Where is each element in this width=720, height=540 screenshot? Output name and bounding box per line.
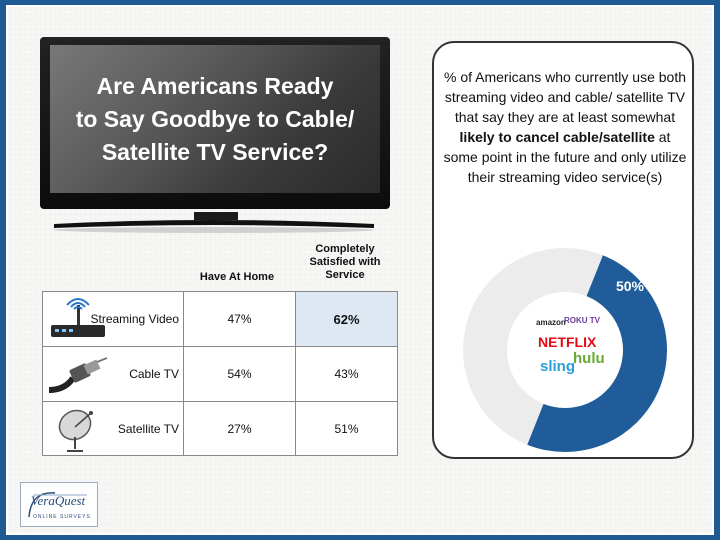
card-text-part: % of Americans who currently use both st… [443,69,686,125]
card-description: % of Americans who currently use both st… [442,67,688,187]
donut-chart: 50% amazon ROKU TV NETFLIX sling hulu [463,248,667,452]
brand-hulu: hulu [573,350,605,367]
brand-amazon: amazon [536,318,566,327]
table-row: Satellite TV 27% 51% [43,402,397,457]
donut-hole [507,292,623,408]
column-header-line: Completely [315,243,375,255]
cell-satisfied: 62% [295,292,397,346]
veraquest-logo: VeraQuest ONLINE SURVEYS [20,482,98,527]
router-icon [51,298,105,337]
brand-roku: ROKU TV [564,316,601,325]
infographic-page: Are Americans Ready to Say Goodbye to Ca… [6,5,714,535]
table-row: Cable TV 54% 43% [43,347,397,402]
stat-card: % of Americans who currently use both st… [432,41,694,459]
satellite-dish-icon [58,409,93,452]
column-header-satisfied: Completely Satisfied with Service [294,243,396,282]
row-label: Satellite TV [117,422,179,436]
tv-frame: Are Americans Ready to Say Goodbye to Ca… [40,37,390,209]
brand-sling: sling [540,358,575,375]
comparison-table: Streaming Video 47% 62% Cable TV 54% 43% [42,291,398,456]
column-header-line: Satisfied with [309,256,381,268]
title-line-1: Are Americans Ready [96,72,334,99]
cell-have-at-home: 54% [183,347,295,401]
tv-screen: Are Americans Ready to Say Goodbye to Ca… [50,45,380,193]
column-header-line: Service [325,269,365,281]
logo-swoosh-icon [28,492,87,518]
brand-netflix: NETFLIX [538,334,597,350]
logo-name: VeraQuest [31,493,86,508]
table-row: Streaming Video 47% 62% [43,292,397,347]
cell-have-at-home: 27% [183,402,295,456]
column-header-have-at-home: Have At Home [199,271,275,283]
row-label: Cable TV [129,367,179,381]
card-text-emphasis: likely to cancel cable/satellite [459,129,655,145]
title-line-3: Satellite TV Service? [101,138,329,165]
coax-cable-icon [48,357,108,393]
cell-satisfied: 51% [295,402,397,456]
page-title: Are Americans Ready to Say Goodbye to Ca… [76,70,355,169]
card-text-part: at some point in the future and only uti… [443,129,687,185]
title-line-2: to Say Goodbye to Cable/ [75,105,355,132]
cell-have-at-home: 47% [183,292,295,346]
cell-satisfied: 43% [295,347,397,401]
row-label: Streaming Video [90,312,180,326]
slice-data-label: 50% [616,278,645,294]
logo-tagline: ONLINE SURVEYS [33,514,91,520]
tv-stand-icon [54,212,374,233]
